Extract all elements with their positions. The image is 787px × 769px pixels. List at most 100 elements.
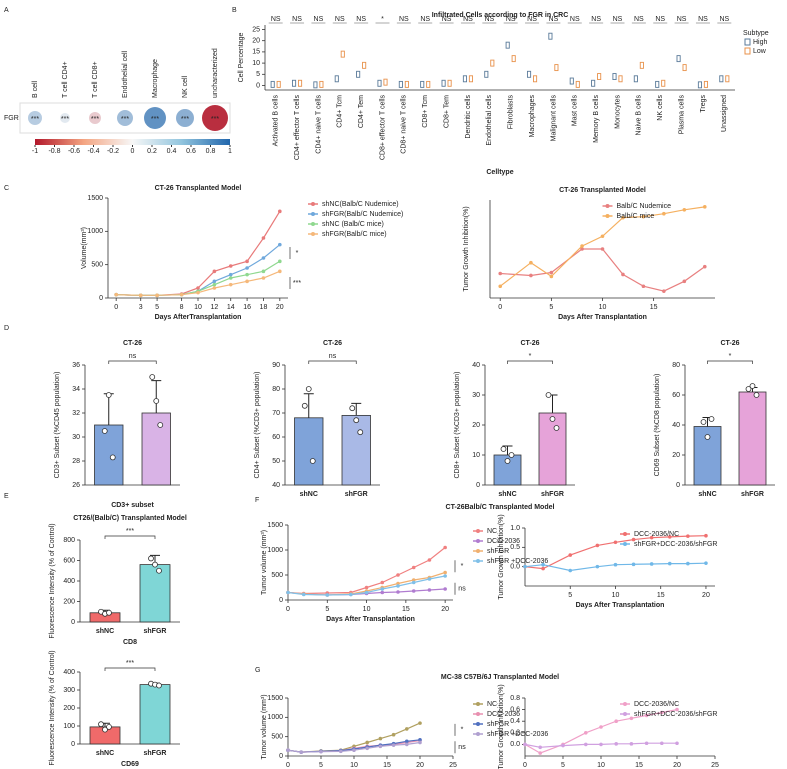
box bbox=[356, 70, 361, 78]
significance: NS bbox=[570, 16, 580, 23]
data-point bbox=[106, 609, 112, 616]
sig-bracket bbox=[108, 360, 157, 364]
box bbox=[676, 55, 681, 63]
chart-title: CT26/(Balb/C) Transplanted Model bbox=[73, 515, 187, 522]
y-axis-label: Tumor Growth Inhibition(%) bbox=[498, 514, 505, 599]
x-tick-label: 16 bbox=[243, 304, 251, 311]
box bbox=[490, 59, 495, 67]
x-tick-label: 10 bbox=[612, 592, 620, 599]
bubble bbox=[28, 111, 42, 125]
data-point bbox=[261, 236, 266, 240]
chart-title: Infiltrated Cells according to FGR in CR… bbox=[432, 12, 569, 19]
data-point bbox=[613, 540, 618, 545]
x-tick-label: Monocytes bbox=[614, 95, 621, 129]
legend-label: High bbox=[753, 39, 768, 46]
x-tick-label: 20 bbox=[441, 606, 449, 613]
legend-label: DCC-2036/NC bbox=[634, 701, 679, 708]
y-tick-label: 0 bbox=[476, 482, 480, 489]
x-tick-label: Plasma cells bbox=[678, 95, 685, 135]
data-point bbox=[595, 564, 600, 569]
x-tick-label: 5 bbox=[319, 762, 323, 769]
significance: NS bbox=[484, 16, 494, 23]
data-point bbox=[667, 561, 672, 566]
data-point bbox=[568, 568, 573, 573]
legend-label: NC bbox=[487, 528, 497, 535]
column-label: Endothelial cell bbox=[122, 50, 129, 98]
data-point bbox=[749, 383, 756, 389]
y-tick-label: 20 bbox=[472, 422, 480, 429]
data-point bbox=[549, 270, 554, 275]
legend-label: DCC-2036 bbox=[487, 711, 520, 718]
box bbox=[426, 80, 431, 88]
data-point bbox=[613, 562, 618, 567]
data-point bbox=[675, 707, 679, 712]
series-line bbox=[116, 270, 281, 296]
significance: NS bbox=[271, 16, 281, 23]
significance: * bbox=[461, 727, 464, 734]
data-point bbox=[156, 567, 162, 574]
legend-label: NC bbox=[487, 701, 497, 708]
y-tick-label: 5 bbox=[256, 71, 260, 78]
data-point bbox=[364, 590, 369, 595]
box bbox=[398, 80, 403, 88]
y-tick-label: 500 bbox=[271, 734, 283, 741]
box bbox=[297, 79, 303, 87]
data-point bbox=[443, 545, 447, 550]
y-axis-label: CD8+ Subset (%CD3+ population) bbox=[454, 371, 461, 478]
data-point bbox=[286, 748, 290, 752]
data-point bbox=[411, 578, 416, 582]
data-point bbox=[228, 282, 233, 287]
data-point bbox=[152, 561, 158, 568]
data-point bbox=[649, 535, 654, 540]
y-tick-label: 90 bbox=[272, 362, 280, 369]
data-point bbox=[349, 405, 356, 412]
data-point bbox=[708, 416, 715, 422]
significance: NS bbox=[527, 16, 537, 23]
data-point bbox=[599, 725, 603, 729]
x-tick-label: 10 bbox=[363, 606, 371, 613]
y-tick-label: 1500 bbox=[267, 695, 283, 702]
box bbox=[291, 79, 297, 87]
data-point bbox=[538, 751, 542, 755]
x-tick-label: CD4+ naive T cells bbox=[315, 95, 322, 154]
panel-label: E bbox=[4, 493, 9, 500]
data-point bbox=[753, 392, 760, 398]
data-point bbox=[301, 592, 306, 597]
box bbox=[270, 80, 275, 88]
data-point bbox=[686, 561, 690, 566]
chart-title: CT-26 bbox=[323, 340, 342, 347]
box bbox=[575, 80, 580, 88]
data-point bbox=[621, 272, 625, 277]
data-point bbox=[418, 740, 422, 745]
y-axis-label: Fluorescence Intensity (% of Control) bbox=[49, 523, 56, 638]
significance: * bbox=[461, 563, 464, 570]
data-point bbox=[523, 742, 527, 747]
x-tick-label: 8 bbox=[180, 304, 184, 311]
data-point bbox=[702, 264, 707, 269]
data-point bbox=[339, 749, 343, 754]
data-point bbox=[508, 452, 515, 458]
data-point bbox=[380, 580, 385, 585]
x-tick-label: 15 bbox=[657, 592, 665, 599]
significance: ns bbox=[458, 744, 466, 751]
x-axis-label: CD3+ subset bbox=[111, 502, 154, 509]
sig-bracket bbox=[104, 667, 156, 671]
y-tick-label: 30 bbox=[72, 434, 80, 441]
significance: *** bbox=[126, 660, 134, 667]
y-tick-label: 0 bbox=[256, 82, 260, 89]
legend-marker bbox=[605, 214, 610, 218]
box bbox=[334, 75, 339, 83]
chart-title: CT-26 Transplanted Model bbox=[559, 187, 646, 194]
x-tick-label: 15 bbox=[635, 762, 643, 769]
data-point bbox=[427, 588, 432, 592]
sig-bracket bbox=[308, 360, 357, 364]
legend-marker bbox=[476, 702, 480, 706]
y-axis-label: CD3+ Subset (%CD45 population) bbox=[54, 372, 61, 479]
column-label: B cell bbox=[32, 80, 39, 98]
colorbar-tick-label: -1 bbox=[32, 148, 38, 155]
legend-marker bbox=[476, 559, 480, 563]
x-axis-label: Celltype bbox=[486, 169, 513, 176]
series-line bbox=[500, 248, 706, 292]
series-line bbox=[499, 206, 705, 287]
grid-frame bbox=[19, 102, 231, 134]
